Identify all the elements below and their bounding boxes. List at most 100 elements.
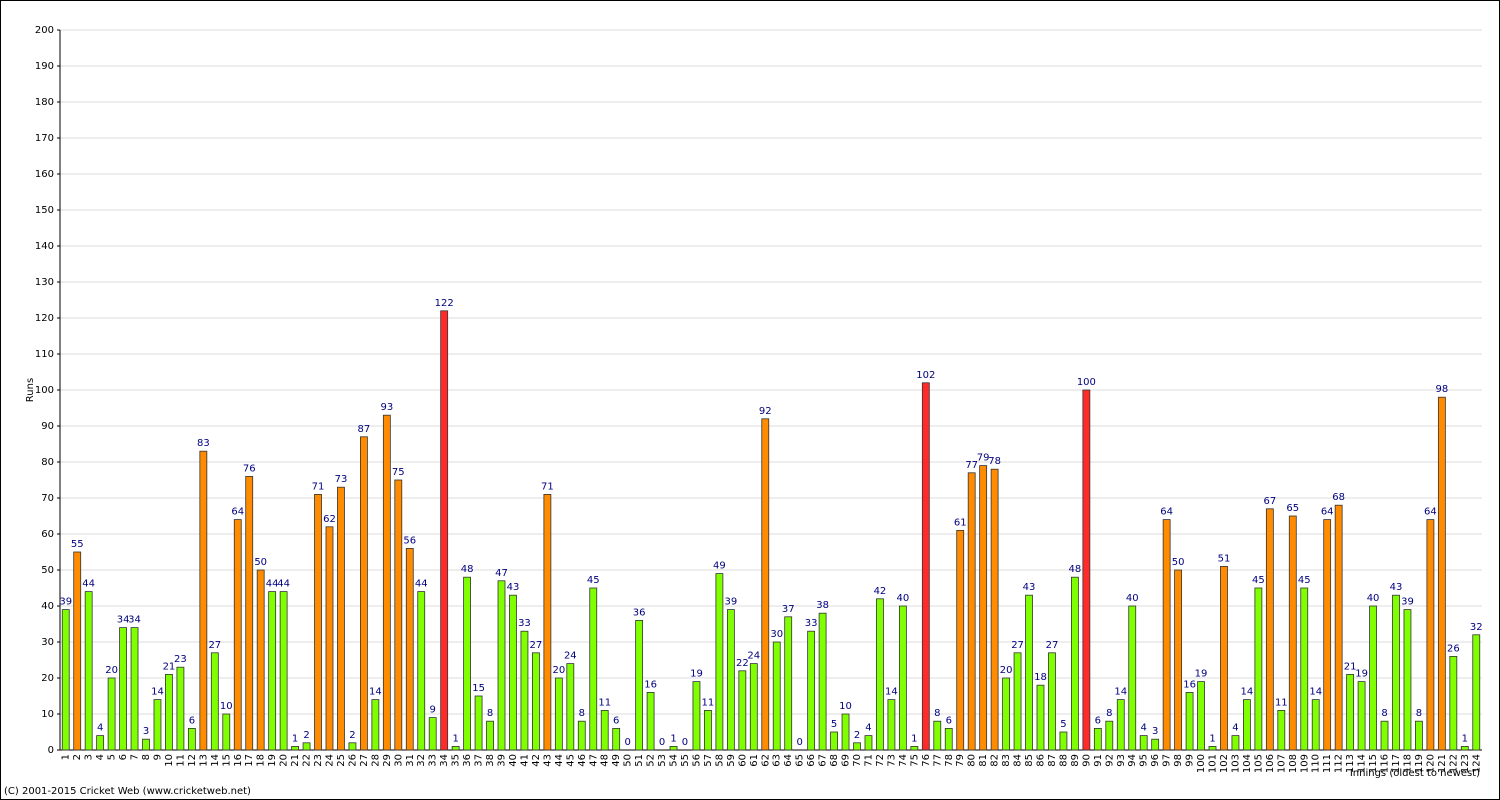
- x-tick-label: 79: [955, 754, 966, 767]
- bar: [956, 530, 965, 751]
- x-tick-label: 12: [187, 754, 198, 767]
- value-label: 40: [1126, 593, 1139, 604]
- bar: [784, 616, 793, 751]
- value-label: 39: [59, 597, 72, 608]
- bar: [268, 591, 277, 751]
- x-tick-label: 84: [1013, 754, 1024, 767]
- x-tick-label: 59: [726, 754, 737, 767]
- value-label: 3: [1152, 726, 1158, 737]
- x-tick-label: 85: [1024, 754, 1035, 767]
- x-tick-label: 38: [485, 754, 496, 767]
- x-tick-label: 31: [405, 754, 416, 767]
- bar: [417, 591, 426, 751]
- value-label: 64: [1424, 507, 1437, 518]
- value-label: 9: [430, 705, 436, 716]
- bar: [1002, 677, 1010, 751]
- bar: [187, 728, 196, 751]
- value-label: 20: [1000, 665, 1013, 676]
- x-tick-label: 69: [841, 754, 852, 767]
- value-label: 16: [644, 679, 657, 690]
- bar: [509, 594, 517, 751]
- value-label: 40: [1367, 593, 1380, 604]
- x-tick-label: 70: [852, 754, 863, 767]
- value-label: 4: [1232, 723, 1238, 734]
- value-label: 2: [303, 730, 309, 741]
- value-label: 56: [403, 535, 416, 546]
- y-tick-label: 200: [35, 25, 54, 36]
- value-label: 14: [1241, 687, 1254, 698]
- x-tick-label: 4: [95, 754, 106, 760]
- x-tick-label: 105: [1253, 754, 1264, 773]
- x-tick-label: 81: [978, 754, 989, 767]
- x-tick-label: 113: [1345, 754, 1356, 773]
- bar: [898, 605, 907, 751]
- bar: [1093, 728, 1102, 751]
- bar: [302, 742, 311, 751]
- x-tick-label: 32: [416, 754, 427, 767]
- x-tick-label: 23: [313, 754, 324, 767]
- bar: [532, 652, 540, 751]
- x-tick-label: 66: [806, 754, 817, 767]
- bar: [1048, 652, 1056, 751]
- bar: [979, 465, 988, 751]
- x-tick-label: 24: [324, 754, 335, 767]
- value-label: 1: [292, 733, 298, 744]
- bar: [669, 746, 678, 751]
- value-label: 24: [564, 651, 577, 662]
- x-tick-label: 27: [359, 754, 370, 767]
- value-label: 6: [189, 715, 195, 726]
- value-label: 33: [805, 618, 818, 629]
- x-tick-label: 50: [623, 754, 634, 767]
- bar: [84, 591, 93, 751]
- x-tick-label: 43: [542, 754, 553, 767]
- x-tick-label: 40: [508, 754, 519, 767]
- bar: [1243, 699, 1251, 751]
- bar: [394, 479, 403, 751]
- x-tick-label: 61: [749, 754, 760, 767]
- value-label: 1: [1462, 733, 1468, 744]
- value-label: 34: [117, 615, 130, 626]
- y-tick-label: 170: [35, 133, 54, 144]
- bar: [1059, 731, 1068, 751]
- value-label: 14: [885, 687, 898, 698]
- y-tick-label: 190: [35, 61, 54, 72]
- bar: [463, 576, 472, 751]
- x-tick-label: 3: [84, 754, 95, 760]
- bar: [1311, 699, 1320, 751]
- x-tick-label: 36: [462, 754, 473, 767]
- value-label: 6: [613, 715, 619, 726]
- bar: [1357, 681, 1366, 751]
- value-label: 6: [1095, 715, 1101, 726]
- bar: [830, 731, 838, 751]
- value-label: 11: [598, 697, 611, 708]
- x-tick-label: 20: [279, 754, 290, 767]
- bar: [520, 630, 529, 751]
- x-tick-label: 17: [244, 754, 255, 767]
- x-tick-label: 11: [175, 754, 186, 767]
- value-label: 27: [1046, 640, 1059, 651]
- y-tick-label: 130: [35, 277, 54, 288]
- bar: [359, 436, 368, 751]
- bar: [474, 695, 483, 751]
- x-tick-label: 103: [1230, 754, 1241, 773]
- bar: [910, 746, 919, 751]
- x-tick-label: 73: [886, 754, 897, 767]
- x-tick-label: 46: [577, 754, 588, 767]
- value-label: 19: [1355, 669, 1368, 680]
- bar: [1334, 504, 1343, 751]
- bar: [704, 710, 712, 751]
- bar: [738, 670, 747, 751]
- bar: [440, 310, 449, 751]
- value-label: 18: [1034, 672, 1047, 683]
- value-label: 44: [266, 579, 279, 590]
- x-tick-label: 2: [72, 754, 83, 760]
- x-tick-label: 62: [760, 754, 771, 767]
- bar: [337, 486, 345, 751]
- x-tick-label: 119: [1414, 754, 1425, 773]
- x-tick-label: 112: [1334, 754, 1345, 773]
- y-tick-label: 90: [41, 421, 54, 432]
- bar: [107, 677, 116, 751]
- value-label: 38: [816, 600, 829, 611]
- x-tick-label: 118: [1402, 754, 1413, 773]
- x-tick-label: 98: [1173, 754, 1184, 767]
